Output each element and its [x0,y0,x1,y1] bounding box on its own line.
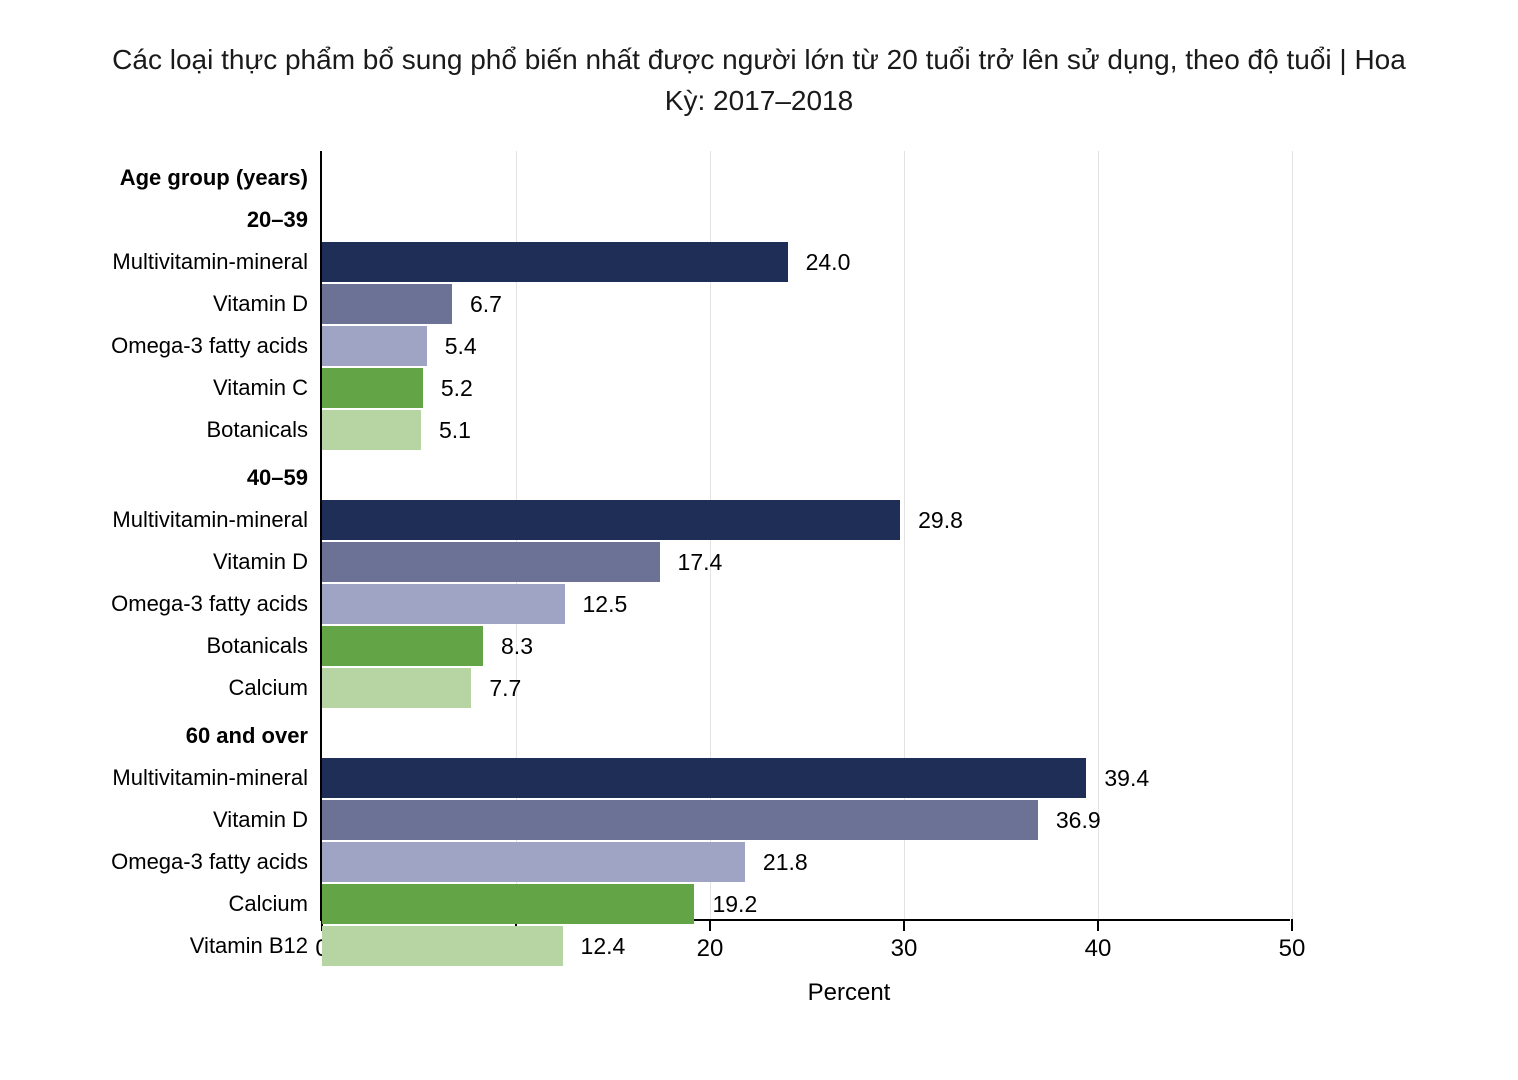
bar [322,584,565,624]
bar-row: Botanicals5.1 [322,409,1290,451]
category-label: Multivitamin-mineral [112,507,322,533]
group-header-row: 40–59 [322,457,1290,499]
bar-value-label: 5.1 [439,417,471,444]
bar-row: Omega-3 fatty acids21.8 [322,841,1290,883]
axis-header-row: Age group (years) [322,157,1290,199]
bar-row: Botanicals8.3 [322,625,1290,667]
bar [322,926,563,966]
bar [322,884,694,924]
bar-value-label: 36.9 [1056,807,1101,834]
bar-row: Calcium7.7 [322,667,1290,709]
bar-row: Multivitamin-mineral29.8 [322,499,1290,541]
gridline [1292,151,1293,919]
chart-wrap: 01020304050Age group (years)20–39Multivi… [320,151,1378,921]
category-label: Multivitamin-mineral [112,249,322,275]
page: Các loại thực phẩm bổ sung phổ biến nhất… [0,0,1518,1080]
category-label: Calcium [229,891,322,917]
category-label: Vitamin D [213,549,322,575]
bar [322,326,427,366]
category-label: Vitamin C [213,375,322,401]
category-label: Vitamin D [213,291,322,317]
category-label: Botanicals [206,633,322,659]
bar-value-label: 12.4 [581,933,626,960]
group-header-row: 60 and over [322,715,1290,757]
group-header-row: 20–39 [322,199,1290,241]
group-label: 60 and over [186,723,322,749]
plot-area: 01020304050Age group (years)20–39Multivi… [320,151,1290,921]
bar-row: Multivitamin-mineral39.4 [322,757,1290,799]
bar [322,668,471,708]
bar-row: Vitamin C5.2 [322,367,1290,409]
bar-value-label: 17.4 [678,549,723,576]
bar-row: Vitamin B1212.4 [322,925,1290,967]
group-label: 40–59 [247,465,322,491]
category-label: Omega-3 fatty acids [111,333,322,359]
bar [322,842,745,882]
bar-value-label: 19.2 [712,891,757,918]
bar [322,542,660,582]
category-label: Calcium [229,675,322,701]
bar [322,284,452,324]
category-label: Omega-3 fatty acids [111,849,322,875]
bar-value-label: 21.8 [763,849,808,876]
category-label: Vitamin B12 [190,933,322,959]
bar-row: Multivitamin-mineral24.0 [322,241,1290,283]
bar-row: Vitamin D6.7 [322,283,1290,325]
bar [322,500,900,540]
bar-value-label: 8.3 [501,633,533,660]
bar-row: Omega-3 fatty acids12.5 [322,583,1290,625]
category-label: Botanicals [206,417,322,443]
bar-value-label: 5.2 [441,375,473,402]
bar-value-label: 6.7 [470,291,502,318]
bar-row: Vitamin D17.4 [322,541,1290,583]
bar-row: Omega-3 fatty acids5.4 [322,325,1290,367]
bar-value-label: 12.5 [583,591,628,618]
bar [322,758,1086,798]
category-label: Multivitamin-mineral [112,765,322,791]
bar [322,410,421,450]
category-label: Omega-3 fatty acids [111,591,322,617]
bar-value-label: 24.0 [806,249,851,276]
bar-row: Vitamin D36.9 [322,799,1290,841]
bar [322,368,423,408]
group-label: 20–39 [247,207,322,233]
bar [322,626,483,666]
x-axis-label: Percent [808,979,891,1007]
category-label: Vitamin D [213,807,322,833]
bar-value-label: 7.7 [489,675,521,702]
chart-title: Các loại thực phẩm bổ sung phổ biến nhất… [100,40,1418,121]
bar-row: Calcium19.2 [322,883,1290,925]
bar [322,800,1038,840]
x-tick [1291,919,1293,931]
bar-value-label: 39.4 [1104,765,1149,792]
bar-value-label: 5.4 [445,333,477,360]
group-label: Age group (years) [120,165,322,191]
bar-value-label: 29.8 [918,507,963,534]
bar [322,242,788,282]
